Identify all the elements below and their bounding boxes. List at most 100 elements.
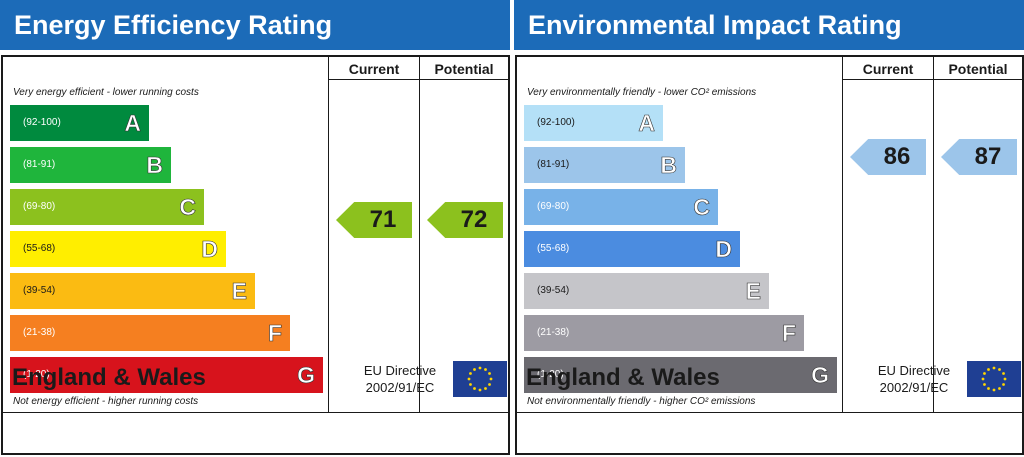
band-range: (92-100)	[537, 117, 575, 128]
eu-stars-icon	[467, 366, 493, 392]
region-label: England & Wales	[526, 364, 720, 391]
band-b: (81-91) B	[10, 147, 171, 183]
footer-rule	[3, 412, 508, 413]
region-label: England & Wales	[12, 364, 206, 391]
band-letter: F	[781, 320, 797, 347]
band-a: (92-100) A	[524, 105, 663, 141]
band-range: (92-100)	[23, 117, 61, 128]
band-letter: E	[745, 278, 761, 305]
band-range: (39-54)	[23, 285, 56, 296]
band-range: (39-54)	[537, 285, 570, 296]
top-note: Very environmentally friendly - lower CO…	[527, 87, 757, 98]
eu-star-icon	[489, 377, 493, 381]
band-letter: D	[715, 236, 732, 263]
band-letter: G	[297, 362, 315, 389]
band-d: (55-68) D	[524, 231, 740, 267]
band-b: (81-91) B	[524, 147, 685, 183]
eu-star-icon	[1002, 383, 1005, 386]
eu-star-icon	[484, 387, 487, 390]
band-letter: D	[201, 236, 218, 263]
band-e: (39-54) E	[524, 273, 769, 309]
energy-efficiency-panel: Energy Efficiency Rating Current Potenti…	[0, 0, 510, 457]
current-rating-value: 71	[369, 206, 397, 233]
current-rating-value: 86	[883, 143, 911, 170]
eu-star-icon	[983, 383, 986, 386]
current-rating-arrow: 86	[850, 139, 926, 175]
eu-star-icon	[1002, 372, 1005, 375]
eu-star-icon	[469, 383, 472, 386]
band-d: (55-68) D	[10, 231, 226, 267]
environmental-impact-panel: Environmental Impact Rating Current Pote…	[514, 0, 1024, 457]
eu-star-icon	[992, 388, 996, 392]
energy-efficiency-chart: Current Potential Very energy efficient …	[1, 55, 510, 455]
potential-rating-value: 72	[460, 206, 488, 233]
band-f: (21-38) F	[524, 315, 804, 351]
band-c: (69-80) C	[10, 189, 204, 225]
band-range: (55-68)	[23, 243, 56, 254]
footer-rule	[517, 412, 1022, 413]
divider-current	[328, 57, 329, 413]
current-rating-arrow: 71	[336, 202, 412, 238]
potential-rating-arrow: 87	[941, 139, 1017, 175]
header-rule	[328, 79, 508, 80]
band-letter: C	[179, 194, 196, 221]
eu-star-icon	[478, 388, 482, 392]
eu-star-icon	[478, 366, 482, 370]
band-range: (69-80)	[23, 201, 56, 212]
potential-rating-arrow: 72	[427, 202, 503, 238]
band-a: (92-100) A	[10, 105, 149, 141]
band-g: (1-20) G	[10, 357, 323, 393]
eu-directive: EU Directive 2002/91/EC	[352, 362, 448, 396]
column-current: Current	[348, 61, 400, 77]
eu-star-icon	[987, 368, 990, 371]
eu-flag-icon	[453, 361, 507, 397]
environmental-impact-title: Environmental Impact Rating	[514, 0, 1024, 50]
band-range: (81-91)	[537, 159, 570, 170]
eu-star-icon	[998, 368, 1001, 371]
band-g: (1-20) G	[524, 357, 837, 393]
eu-directive: EU Directive 2002/91/EC	[866, 362, 962, 396]
band-letter: B	[146, 152, 163, 179]
column-potential: Potential	[948, 61, 1008, 77]
band-range: (21-38)	[537, 327, 570, 338]
band-c: (69-80) C	[524, 189, 718, 225]
column-current: Current	[862, 61, 914, 77]
eu-star-icon	[488, 372, 491, 375]
bottom-note: Not environmentally friendly - higher CO…	[527, 396, 756, 407]
eu-star-icon	[987, 387, 990, 390]
band-f: (21-38) F	[10, 315, 290, 351]
band-letter: A	[124, 110, 141, 137]
eu-star-icon	[488, 383, 491, 386]
divider-potential	[933, 57, 934, 413]
bottom-note: Not energy efficient - higher running co…	[13, 396, 199, 407]
band-letter: B	[660, 152, 677, 179]
band-letter: A	[638, 110, 655, 137]
potential-rating-value: 87	[974, 143, 1002, 170]
eu-star-icon	[983, 372, 986, 375]
eu-directive-line1: EU Directive	[363, 363, 437, 378]
eu-star-icon	[992, 366, 996, 370]
header-rule	[842, 79, 1022, 80]
band-range: (1-20)	[23, 369, 50, 380]
band-range: (55-68)	[537, 243, 570, 254]
divider-potential	[419, 57, 420, 413]
eu-directive-line1: EU Directive	[877, 363, 951, 378]
band-range: (21-38)	[23, 327, 56, 338]
eu-star-icon	[469, 372, 472, 375]
eu-star-icon	[484, 368, 487, 371]
eu-star-icon	[473, 368, 476, 371]
eu-star-icon	[1003, 377, 1007, 381]
eu-directive-line2: 2002/91/EC	[365, 380, 435, 395]
eu-directive-line2: 2002/91/EC	[879, 380, 949, 395]
eu-star-icon	[998, 387, 1001, 390]
eu-stars-icon	[981, 366, 1007, 392]
divider-current	[842, 57, 843, 413]
band-range: (69-80)	[537, 201, 570, 212]
band-range: (1-20)	[537, 369, 564, 380]
eu-flag-icon	[967, 361, 1021, 397]
band-range: (81-91)	[23, 159, 56, 170]
environmental-impact-chart: Current Potential Very environmentally f…	[515, 55, 1024, 455]
eu-star-icon	[473, 387, 476, 390]
eu-star-icon	[467, 377, 471, 381]
energy-efficiency-title: Energy Efficiency Rating	[0, 0, 510, 50]
